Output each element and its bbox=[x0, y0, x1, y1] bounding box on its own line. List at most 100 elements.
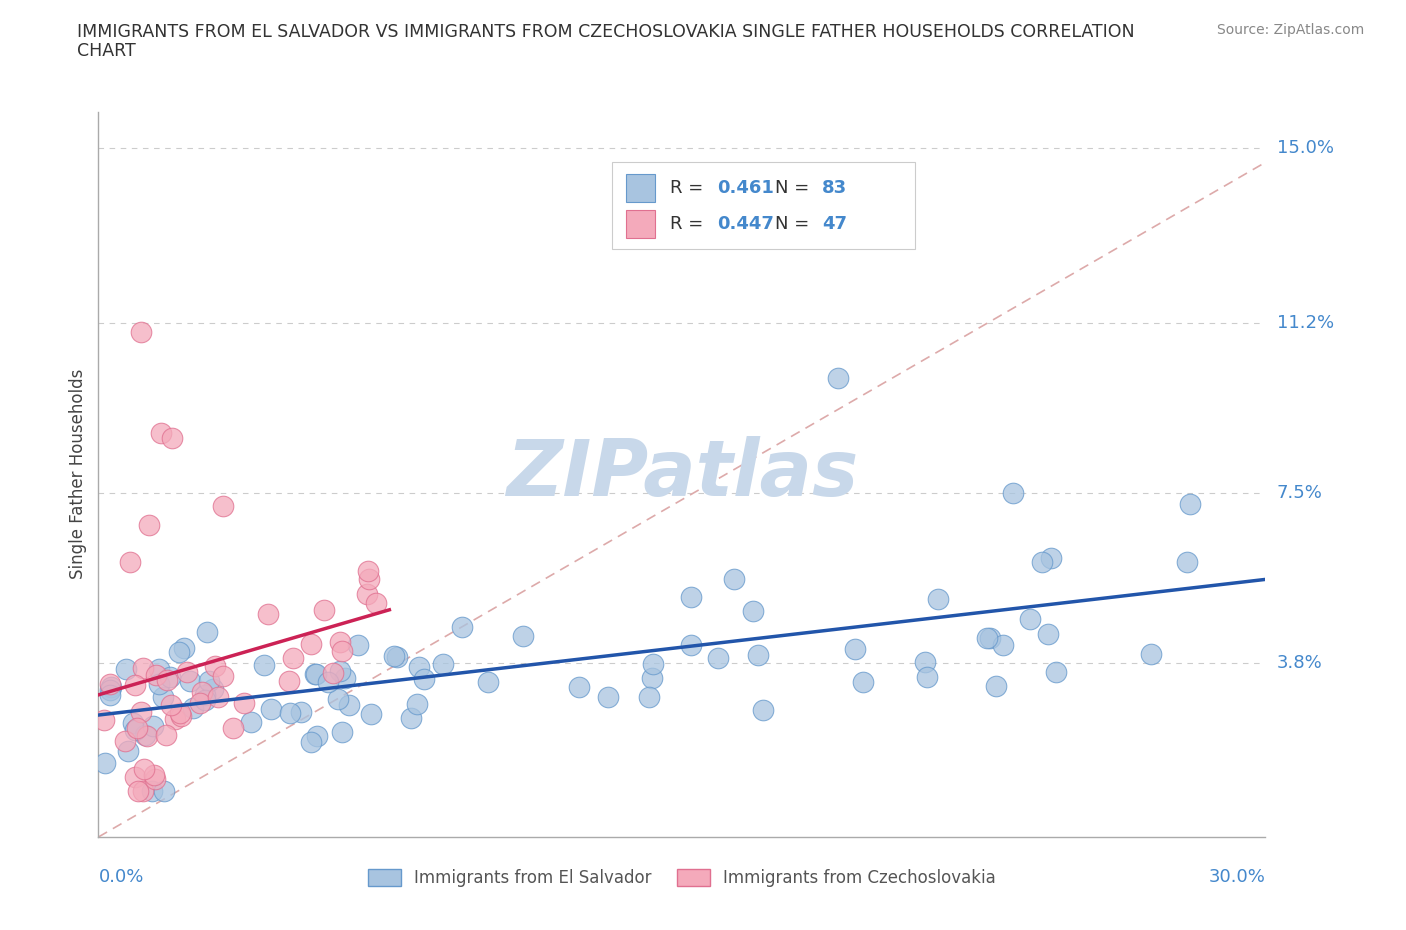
Point bbox=[512, 629, 534, 644]
Point bbox=[299, 735, 322, 750]
Point bbox=[681, 590, 703, 604]
Point bbox=[124, 722, 146, 737]
Point bbox=[176, 665, 198, 680]
Point bbox=[387, 650, 409, 665]
Point bbox=[127, 784, 149, 799]
Point bbox=[194, 693, 217, 708]
Point bbox=[212, 499, 235, 514]
Point bbox=[304, 666, 326, 681]
Point bbox=[408, 659, 430, 674]
Point bbox=[979, 631, 1001, 645]
Point bbox=[194, 687, 217, 702]
Point bbox=[134, 728, 156, 743]
Point bbox=[142, 719, 165, 734]
Point bbox=[143, 771, 166, 786]
Point bbox=[125, 721, 148, 736]
Bar bbox=[626, 174, 655, 202]
Point bbox=[299, 636, 322, 651]
Point bbox=[723, 572, 745, 587]
Point bbox=[643, 657, 665, 671]
Point bbox=[707, 651, 730, 666]
Text: R =: R = bbox=[671, 179, 709, 197]
Point bbox=[330, 644, 353, 658]
Point bbox=[100, 680, 122, 695]
Text: N =: N = bbox=[775, 179, 815, 197]
Point bbox=[148, 661, 170, 676]
Point bbox=[333, 671, 356, 685]
Point bbox=[382, 648, 405, 663]
Point bbox=[141, 784, 163, 799]
Point bbox=[159, 670, 181, 684]
Point bbox=[232, 696, 254, 711]
Point bbox=[337, 698, 360, 712]
Point bbox=[413, 671, 436, 686]
Point bbox=[160, 698, 183, 712]
Point bbox=[198, 673, 221, 688]
Point bbox=[1178, 497, 1201, 512]
Text: 83: 83 bbox=[823, 179, 846, 197]
Point bbox=[181, 700, 204, 715]
Point bbox=[637, 689, 659, 704]
Point bbox=[359, 572, 381, 587]
Point bbox=[201, 681, 224, 696]
Point bbox=[124, 769, 146, 784]
Point bbox=[212, 669, 235, 684]
Point bbox=[742, 604, 765, 618]
Text: Source: ZipAtlas.com: Source: ZipAtlas.com bbox=[1216, 23, 1364, 37]
Point bbox=[568, 680, 591, 695]
Point bbox=[162, 431, 184, 445]
Point bbox=[1177, 554, 1199, 569]
Point bbox=[145, 668, 167, 683]
Point bbox=[132, 660, 155, 675]
Point bbox=[357, 564, 380, 578]
Point bbox=[852, 675, 875, 690]
Point bbox=[167, 644, 190, 659]
Point bbox=[329, 663, 352, 678]
Point bbox=[346, 637, 368, 652]
Point bbox=[322, 666, 344, 681]
Point bbox=[149, 426, 172, 441]
Point bbox=[312, 603, 335, 618]
Point bbox=[915, 670, 938, 684]
Point bbox=[1001, 485, 1024, 500]
Point bbox=[305, 728, 328, 743]
Point bbox=[98, 677, 121, 692]
Point bbox=[451, 619, 474, 634]
Point bbox=[993, 638, 1015, 653]
Point bbox=[1036, 627, 1059, 642]
Point bbox=[976, 631, 998, 645]
Text: R =: R = bbox=[671, 215, 709, 233]
Point bbox=[356, 587, 378, 602]
Point bbox=[98, 688, 121, 703]
Point bbox=[155, 727, 177, 742]
Point bbox=[118, 554, 141, 569]
Text: 15.0%: 15.0% bbox=[1277, 140, 1333, 157]
Text: 0.447: 0.447 bbox=[717, 215, 773, 233]
Text: 0.0%: 0.0% bbox=[98, 868, 143, 885]
Point bbox=[132, 762, 155, 777]
Point bbox=[100, 682, 122, 697]
Point bbox=[827, 370, 849, 385]
Point bbox=[207, 689, 229, 704]
Point bbox=[94, 756, 117, 771]
Point bbox=[135, 729, 157, 744]
Text: 11.2%: 11.2% bbox=[1277, 313, 1334, 332]
Text: ZIPatlas: ZIPatlas bbox=[506, 436, 858, 512]
Point bbox=[152, 690, 174, 705]
Point bbox=[165, 711, 187, 726]
Point bbox=[115, 662, 138, 677]
Point bbox=[173, 641, 195, 656]
Point bbox=[1139, 646, 1161, 661]
Point bbox=[143, 767, 166, 782]
Point bbox=[316, 674, 339, 689]
Point bbox=[283, 650, 305, 665]
Point bbox=[129, 704, 152, 719]
Point bbox=[290, 704, 312, 719]
Text: N =: N = bbox=[775, 215, 815, 233]
Point bbox=[432, 657, 454, 671]
Point bbox=[328, 691, 350, 706]
Legend: Immigrants from El Salvador, Immigrants from Czechoslovakia: Immigrants from El Salvador, Immigrants … bbox=[361, 862, 1002, 894]
Point bbox=[332, 724, 354, 739]
Point bbox=[114, 734, 136, 749]
Point bbox=[153, 784, 176, 799]
